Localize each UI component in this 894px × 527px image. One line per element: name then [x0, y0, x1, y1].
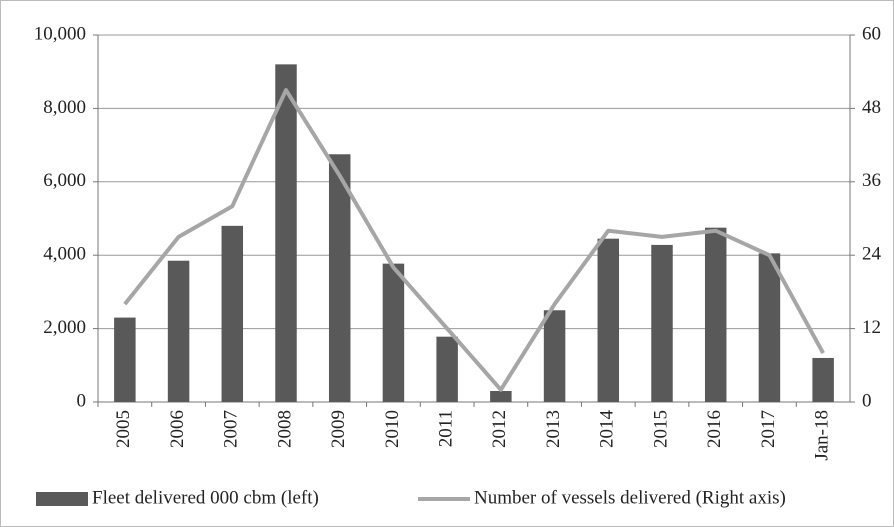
y2-tick-label: 0 [862, 390, 872, 411]
x-tick-label: 2010 [382, 410, 403, 448]
bar [543, 310, 566, 402]
bar [758, 253, 781, 402]
line [123, 88, 825, 392]
bar [704, 227, 727, 402]
bar [221, 225, 244, 402]
x-tick-label: 2011 [436, 410, 457, 447]
x-tick-label: Jan-18 [812, 410, 833, 461]
legend-swatch [36, 492, 88, 506]
y2-tick-label: 12 [862, 317, 881, 338]
y2-tick-label: 48 [862, 97, 881, 118]
x-tick-label: 2012 [489, 410, 510, 448]
y-tick-label: 8,000 [43, 97, 86, 118]
legend-label: Fleet delivered 000 cbm (left) [92, 487, 319, 508]
bar [275, 64, 297, 403]
bar [436, 336, 458, 402]
bar [490, 390, 512, 402]
x-tick-label: 2014 [597, 410, 618, 449]
bar [114, 317, 136, 402]
y-tick-label: 2,000 [43, 317, 86, 338]
y-tick-label: 10,000 [34, 23, 86, 44]
bar [167, 260, 190, 402]
y2-tick-label: 36 [862, 170, 881, 191]
x-tick-label: 2007 [221, 410, 242, 448]
x-tick-label: 2013 [543, 410, 564, 448]
x-tick-label: 2016 [704, 410, 725, 448]
bar [382, 263, 405, 402]
bar [597, 238, 620, 402]
y-tick-label: 0 [77, 390, 87, 411]
bar [651, 244, 673, 402]
x-tick-label: 2005 [113, 410, 134, 448]
y2-tick-label: 60 [862, 23, 881, 44]
y-tick-label: 6,000 [43, 170, 86, 191]
x-tick-label: 2008 [274, 410, 295, 448]
x-tick-label: 2006 [167, 410, 188, 448]
y-tick-label: 4,000 [43, 244, 86, 265]
x-tick-label: 2009 [328, 410, 349, 448]
x-tick-label: 2015 [650, 410, 671, 448]
x-tick-label: 2017 [758, 410, 779, 448]
legend-label: Number of vessels delivered (Right axis) [474, 487, 786, 508]
y2-tick-label: 24 [862, 244, 882, 265]
bar [328, 154, 351, 402]
bar [812, 357, 834, 402]
